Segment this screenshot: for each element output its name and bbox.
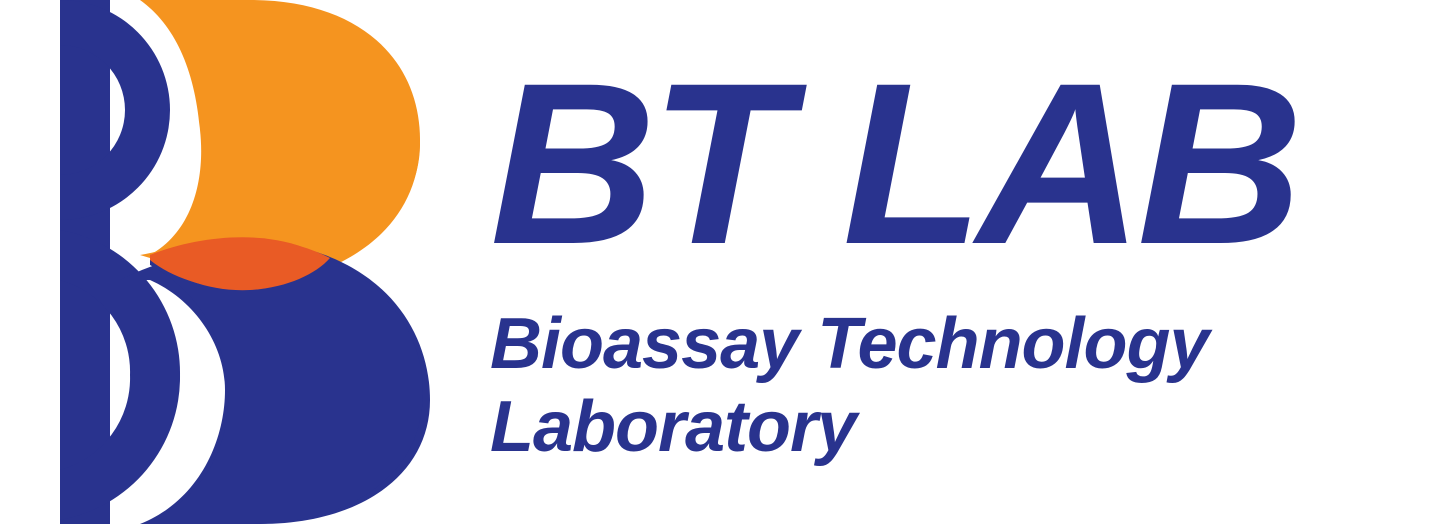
b-mark-icon [0, 0, 430, 524]
logo-container: BT LAB Bioassay Technology Laboratory [0, 0, 1297, 524]
logo-text-block: BT LAB Bioassay Technology Laboratory [490, 55, 1297, 469]
brand-title: BT LAB [490, 55, 1297, 274]
brand-tagline-line2: Laboratory [490, 386, 1297, 469]
brand-tagline-line1: Bioassay Technology [490, 303, 1297, 386]
logo-mark [0, 0, 430, 524]
